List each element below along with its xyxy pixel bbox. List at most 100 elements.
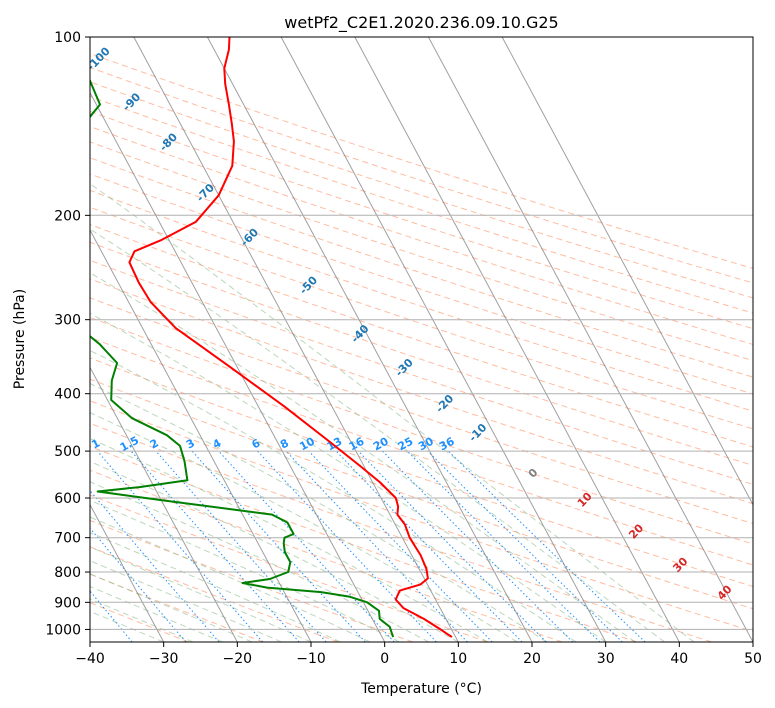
moist-adiabat-line (90, 560, 282, 642)
y-tick-label: 400 (54, 387, 81, 403)
mixing-ratio-line (308, 450, 493, 642)
dry-adiabat-line (90, 494, 488, 642)
x-tick-label: 0 (380, 651, 389, 667)
isotherm-line (280, 37, 607, 642)
mixing-ratio-line (406, 450, 601, 642)
isotherm-label: -10 (466, 421, 489, 445)
temperature-profile-line (128, 37, 453, 638)
y-tick-label: 500 (54, 444, 81, 460)
moist-adiabat-line (90, 412, 518, 642)
dry-adiabat-line (90, 357, 753, 588)
isotherm-line (133, 37, 459, 642)
mixing-ratio-label: 6 (250, 436, 263, 451)
mixing-ratio-label: 1 (89, 436, 102, 451)
isotherm-label: -20 (433, 392, 456, 416)
isotherm-label: 0 (526, 466, 541, 481)
x-tick-label: 50 (744, 651, 762, 667)
dry-adiabat-line (90, 110, 753, 330)
y-tick-label: 300 (54, 313, 81, 329)
dry-adiabat-line (90, 316, 753, 545)
chart-title: wetPf2_C2E1.2020.236.09.10.G25 (284, 13, 558, 33)
moist-adiabat-line (90, 349, 577, 642)
y-tick-label: 1000 (45, 622, 81, 638)
mixing-ratio-lines (90, 450, 646, 642)
dry-adiabat-line (90, 378, 753, 610)
x-tick-label: −40 (75, 651, 105, 667)
isotherms (90, 37, 753, 642)
dry-adiabat-line (90, 259, 753, 485)
mixing-ratio-line (191, 450, 366, 642)
isotherm-label: -100 (84, 44, 113, 73)
moist-adiabat-line (90, 460, 459, 642)
moist-adiabat-line (90, 382, 547, 642)
dry-adiabat-line (90, 95, 753, 314)
mixing-ratio-line (90, 489, 220, 642)
mixing-ratio-line (130, 450, 300, 642)
isotherm-label: 40 (715, 582, 735, 602)
x-axis: −40 −30 −20 −10 0 10 20 30 40 50 (75, 642, 762, 667)
mixing-ratio-line (90, 527, 187, 642)
moist-adiabat-line (90, 228, 665, 642)
dewpoint-profile-line (90, 78, 395, 638)
dry-adiabat-line (90, 422, 712, 642)
moist-adiabat-line (90, 546, 312, 642)
isotherm-label: -50 (297, 273, 320, 297)
moist-adiabats (90, 183, 695, 642)
isotherm-line (90, 91, 386, 642)
dry-adiabat-line (90, 278, 753, 505)
mixing-ratio-line (357, 450, 547, 642)
moist-adiabat-line (90, 516, 371, 642)
mixing-ratio-line (448, 450, 646, 642)
y-tick-label: 600 (54, 491, 81, 507)
dry-adiabat-line (90, 224, 753, 448)
y-tick-label: 700 (54, 531, 81, 547)
dry-adiabat-line (90, 400, 753, 633)
y-tick-label: 900 (54, 595, 81, 611)
mixing-ratio-line (382, 450, 574, 642)
x-axis-label: Temperature (°C) (360, 681, 482, 697)
mixing-ratio-label: 36 (437, 435, 457, 454)
dry-adiabat-line (90, 573, 264, 642)
isotherm-label: 20 (626, 521, 646, 541)
isotherm-line (206, 37, 533, 642)
isotherm-label: -40 (349, 322, 372, 346)
dry-adiabat-line (90, 469, 563, 642)
isobars (90, 37, 753, 630)
dry-adiabat-line (90, 297, 753, 525)
y-axis-label: Pressure (hPa) (12, 289, 28, 389)
dry-adiabat-line (90, 67, 753, 284)
dry-adiabat-line (90, 206, 753, 430)
dry-adiabat-line (90, 125, 753, 346)
isotherm-line (427, 37, 753, 642)
moist-adiabat-line (90, 481, 430, 642)
isotherm-label: -80 (157, 130, 180, 154)
dry-adiabat-line (90, 519, 414, 642)
mixing-ratio-label: 30 (416, 435, 436, 454)
y-tick-label: 200 (54, 208, 81, 224)
mixing-ratio-label: 25 (396, 435, 416, 454)
y-tick-label: 100 (54, 30, 81, 46)
isotherm-label: -60 (238, 226, 261, 250)
moist-adiabat-line (90, 312, 606, 642)
y-axis: 100 200 300 400 500 600 700 800 900 1000 (45, 30, 90, 638)
isotherm-label: -30 (393, 356, 416, 380)
dry-adiabat-line (90, 141, 753, 362)
x-tick-label: −30 (149, 651, 179, 667)
dry-adiabats (90, 52, 753, 642)
plot-area: -100-90-80-70-60-50-40-30-20-10010203040… (84, 37, 753, 642)
mixing-ratio-line (335, 450, 523, 642)
isotherm-line (90, 229, 312, 642)
x-tick-label: 10 (449, 651, 467, 667)
mixing-ratio-label: 8 (278, 436, 291, 451)
isotherm-line (90, 366, 238, 642)
moist-adiabat-line (90, 437, 489, 642)
moist-adiabat-line (90, 573, 253, 642)
moist-adiabat-line (90, 531, 341, 642)
isotherm-line (501, 37, 753, 506)
x-tick-label: 40 (670, 651, 688, 667)
dry-adiabat-line (90, 81, 753, 299)
mixing-ratio-label: 16 (347, 435, 367, 454)
